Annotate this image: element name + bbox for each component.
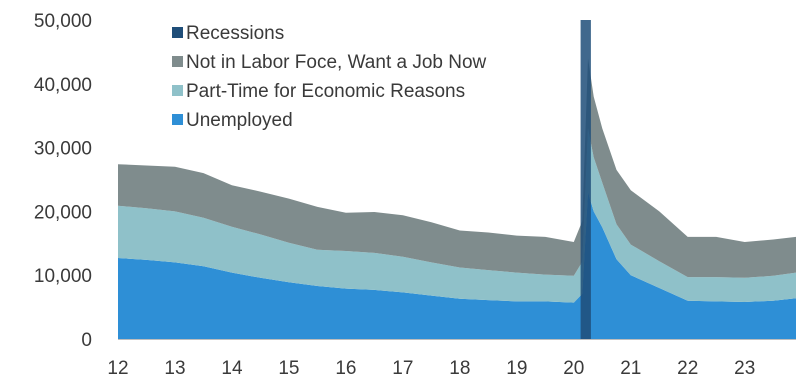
x-axis: 12 13 14 15 16 17 18 19 20 21 22 23 <box>107 339 796 379</box>
legend-label: Part-Time for Economic Reasons <box>186 81 465 102</box>
x-tick-label: 22 <box>677 358 698 379</box>
series-areas <box>118 58 796 339</box>
recession-band <box>580 20 591 339</box>
x-tick-label: 15 <box>278 358 299 379</box>
legend-label: Unemployed <box>186 110 293 131</box>
x-tick-label: 13 <box>164 358 185 379</box>
x-tick-label: 16 <box>335 358 356 379</box>
y-tick-label: 40,000 <box>34 75 92 96</box>
legend-swatch <box>172 85 183 96</box>
legend-swatch <box>172 56 183 67</box>
y-tick-label: 50,000 <box>34 11 92 32</box>
recession-bands <box>580 20 591 339</box>
area-part-time-for-economic-reasons <box>118 128 796 303</box>
y-tick-label: 30,000 <box>34 139 92 160</box>
legend-swatch <box>172 27 183 38</box>
y-axis: 0 10,000 20,000 30,000 40,000 50,000 <box>34 11 92 351</box>
y-tick-label: 10,000 <box>34 266 92 287</box>
x-tick-label: 18 <box>449 358 470 379</box>
x-tick-label: 21 <box>620 358 641 379</box>
x-tick-label: 14 <box>221 358 243 379</box>
legend-label: Recessions <box>186 23 284 44</box>
area-not-in-labor-foce-want-a-job-now <box>118 58 796 278</box>
area-unemployed <box>118 192 796 339</box>
y-tick-label: 20,000 <box>34 202 92 223</box>
y-tick-label: 0 <box>81 330 92 351</box>
x-tick-label: 12 <box>107 358 128 379</box>
legend-swatch <box>172 114 183 125</box>
x-tick-label: 19 <box>506 358 527 379</box>
x-tick-label: 23 <box>734 358 755 379</box>
x-tick-label: 17 <box>392 358 413 379</box>
x-tick-label: 20 <box>563 358 584 379</box>
legend-label: Not in Labor Foce, Want a Job Now <box>186 52 487 73</box>
legend: Recessions Not in Labor Foce, Want a Job … <box>172 23 487 131</box>
